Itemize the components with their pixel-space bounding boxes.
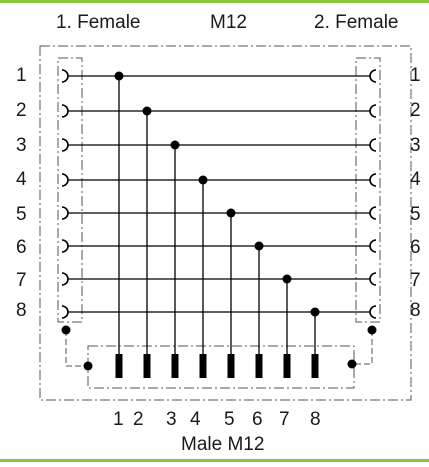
right-socket-contact [369, 173, 377, 187]
junction-dot [310, 307, 320, 317]
right-socket-contact [369, 305, 377, 319]
junction-dot [226, 208, 236, 218]
left-pin-label: 2 [16, 100, 27, 121]
male-pin-label: 1 [113, 409, 124, 430]
right-socket-contact [369, 69, 377, 83]
male-pin-contact [115, 354, 123, 378]
right-pin-label: 7 [410, 270, 421, 291]
right-socket-contact [369, 272, 377, 286]
left-pin-label: 7 [16, 270, 27, 291]
left-socket-contact [61, 206, 69, 220]
right-pin-label: 4 [410, 169, 421, 190]
right-housing [355, 57, 381, 323]
male-pin-contact [199, 354, 207, 378]
left-pin-label: 8 [16, 300, 27, 321]
right-connector-title: 2. Female [314, 12, 399, 33]
left-socket-contact [61, 69, 69, 83]
male-pin-contact [143, 354, 151, 378]
right-socket-contact [369, 104, 377, 118]
left-socket-contact [61, 305, 69, 319]
left-housing [57, 57, 83, 323]
right-pin-label: 3 [410, 135, 421, 156]
junction-dot [114, 71, 124, 81]
junction-dot [254, 241, 264, 251]
left-connector-title: 1. Female [56, 12, 141, 33]
shield-connection-right [354, 330, 373, 365]
junction-dot [282, 274, 292, 284]
male-pin-contact [311, 354, 319, 378]
shield-node-right-male [347, 359, 357, 369]
right-pin-label: 8 [410, 300, 421, 321]
male-pin-label: 7 [279, 409, 290, 430]
male-pin-contact [283, 354, 291, 378]
junction-dot [142, 106, 152, 116]
left-socket-contact [61, 272, 69, 286]
male-pin-label: 5 [224, 409, 235, 430]
male-pin-label: 6 [252, 409, 263, 430]
left-socket-contact [61, 104, 69, 118]
right-socket-contact [369, 239, 377, 253]
junction-dot [170, 140, 180, 150]
shield-node-left [61, 325, 71, 335]
male-pin-contact [171, 354, 179, 378]
left-pin-label: 6 [16, 237, 27, 258]
left-socket-contact [61, 239, 69, 253]
male-pin-label: 8 [310, 409, 321, 430]
shield-node-left-male [83, 361, 93, 371]
left-pin-label: 5 [16, 204, 27, 225]
left-pin-label: 3 [16, 135, 27, 156]
right-pin-label: 6 [410, 237, 421, 258]
right-pin-label: 5 [410, 204, 421, 225]
right-socket-contact [369, 138, 377, 152]
right-pin-label: 2 [410, 100, 421, 121]
male-pin-label: 4 [190, 409, 201, 430]
shield-connection-left [65, 330, 88, 367]
male-pin-label: 2 [133, 409, 144, 430]
left-pin-label: 4 [16, 169, 27, 190]
right-pin-label: 1 [410, 65, 421, 86]
male-pin-contact [227, 354, 235, 378]
left-socket-contact [61, 173, 69, 187]
center-title: M12 [210, 12, 247, 33]
right-socket-contact [369, 206, 377, 220]
left-socket-contact [61, 138, 69, 152]
left-pin-label: 1 [16, 65, 27, 86]
junction-dot [198, 175, 208, 185]
male-connector-title: Male M12 [181, 434, 265, 455]
top-accent-bar [0, 0, 429, 3]
outer-boundary [39, 45, 412, 401]
male-pin-contact [255, 354, 263, 378]
bottom-accent-bar [0, 459, 429, 462]
shield-node-right [367, 325, 377, 335]
male-pin-label: 3 [166, 409, 177, 430]
